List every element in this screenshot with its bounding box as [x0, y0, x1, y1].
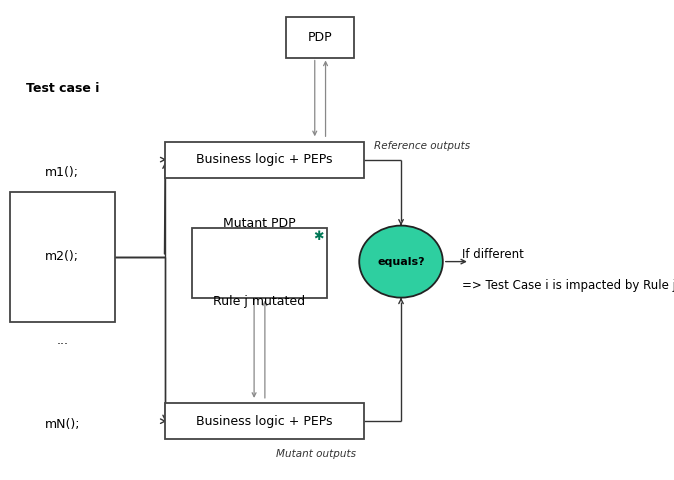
Text: mN();: mN(); [44, 418, 80, 432]
Text: ✱: ✱ [313, 230, 324, 243]
Text: equals?: equals? [377, 257, 425, 266]
Text: PDP: PDP [308, 31, 332, 44]
Text: => Test Case i is impacted by Rule j: => Test Case i is impacted by Rule j [462, 279, 674, 292]
Text: ...: ... [57, 334, 68, 348]
Text: Reference outputs: Reference outputs [374, 142, 470, 151]
Text: Test case i: Test case i [26, 82, 99, 96]
Bar [165, 403, 364, 439]
Text: Business logic + PEPs: Business logic + PEPs [196, 153, 333, 166]
Text: m2();: m2(); [45, 250, 80, 264]
Text: m1();: m1(); [45, 166, 80, 180]
Bar [165, 142, 364, 178]
Text: If different: If different [462, 248, 524, 261]
Bar [286, 17, 354, 58]
Text: Business logic + PEPs: Business logic + PEPs [196, 415, 333, 428]
Bar [192, 228, 327, 298]
Text: Mutant outputs: Mutant outputs [276, 449, 357, 458]
Text: Rule j mutated: Rule j mutated [214, 295, 305, 308]
Bar [10, 192, 115, 322]
Ellipse shape [359, 226, 443, 298]
Text: Mutant PDP: Mutant PDP [223, 217, 296, 230]
